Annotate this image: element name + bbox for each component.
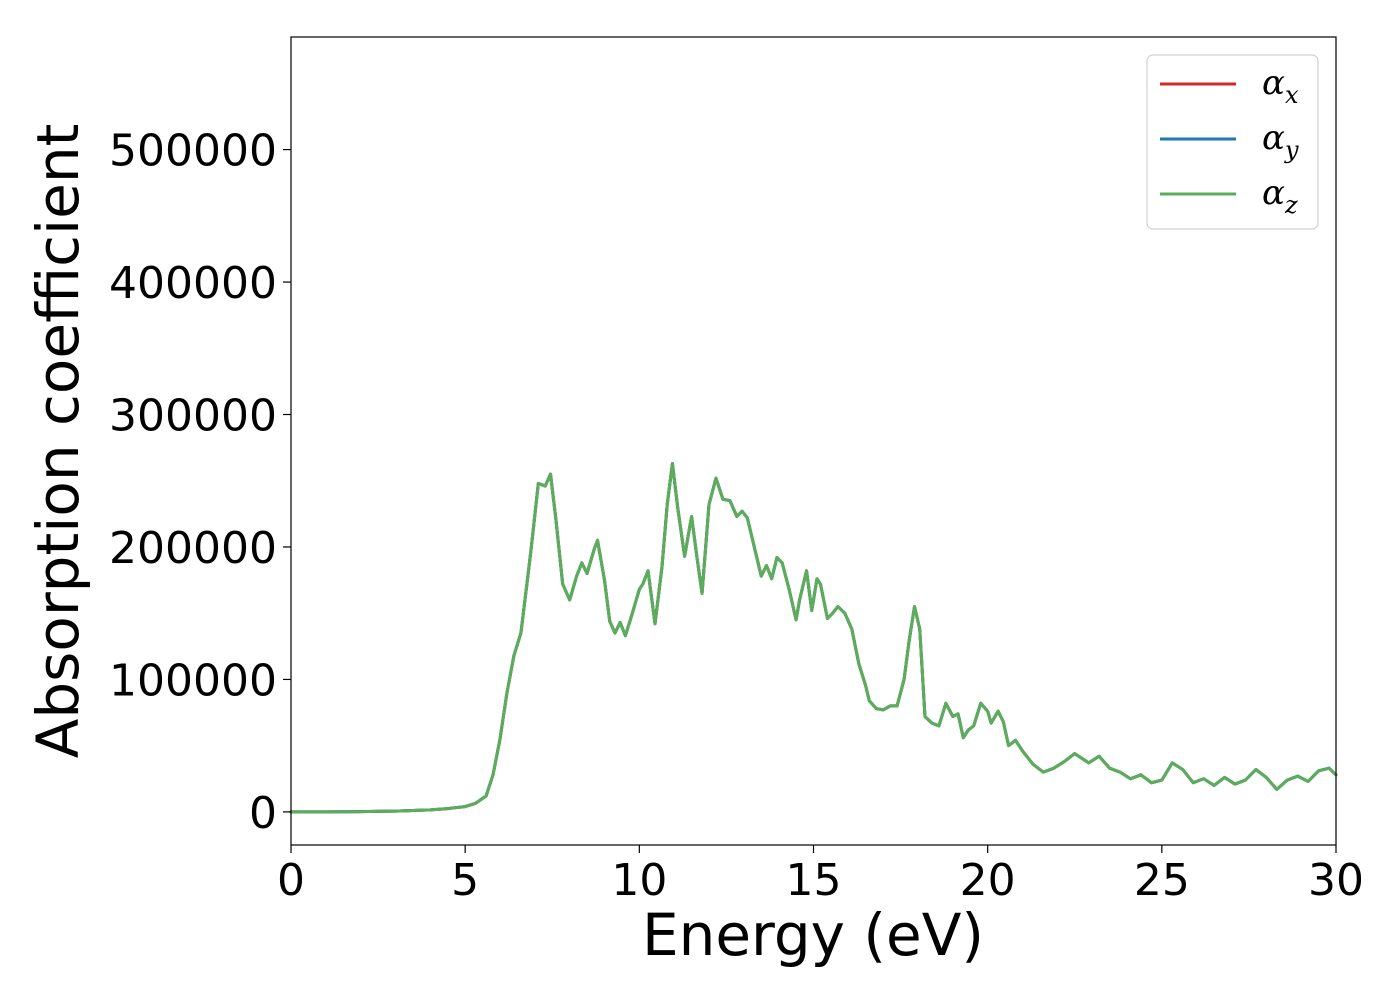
series-line-2 <box>289 462 1338 814</box>
ticks-layer: 0 5 10 15 20 25 30 0 100000 200000 300000 400000 500… <box>109 126 1364 906</box>
x-tick-label: 0 <box>277 855 305 906</box>
x-axis-title: Energy (eV) <box>642 901 984 969</box>
legend-label-0: αx <box>1262 63 1299 109</box>
legend-box <box>1146 54 1319 230</box>
legend-label-1: αy <box>1262 118 1299 164</box>
series-layer <box>289 462 1338 814</box>
y-tick-label: 100000 <box>109 655 277 706</box>
x-tick-label: 15 <box>786 855 842 906</box>
y-tick-label: 0 <box>249 788 277 839</box>
y-tick-label: 500000 <box>109 126 277 177</box>
y-tick-label: 400000 <box>109 258 277 309</box>
x-tick-label: 5 <box>451 855 479 906</box>
x-tick-label: 20 <box>960 855 1016 906</box>
y-tick-label: 300000 <box>109 391 277 442</box>
y-tick-label: 200000 <box>109 523 277 574</box>
x-tick-label: 25 <box>1134 855 1190 906</box>
legend: αx αy αz <box>1146 54 1319 230</box>
legend-label-2: αz <box>1262 173 1298 219</box>
y-axis-title: Absorption coefficient <box>24 124 92 759</box>
x-tick-label: 30 <box>1308 855 1364 906</box>
x-tick-label: 10 <box>611 855 667 906</box>
